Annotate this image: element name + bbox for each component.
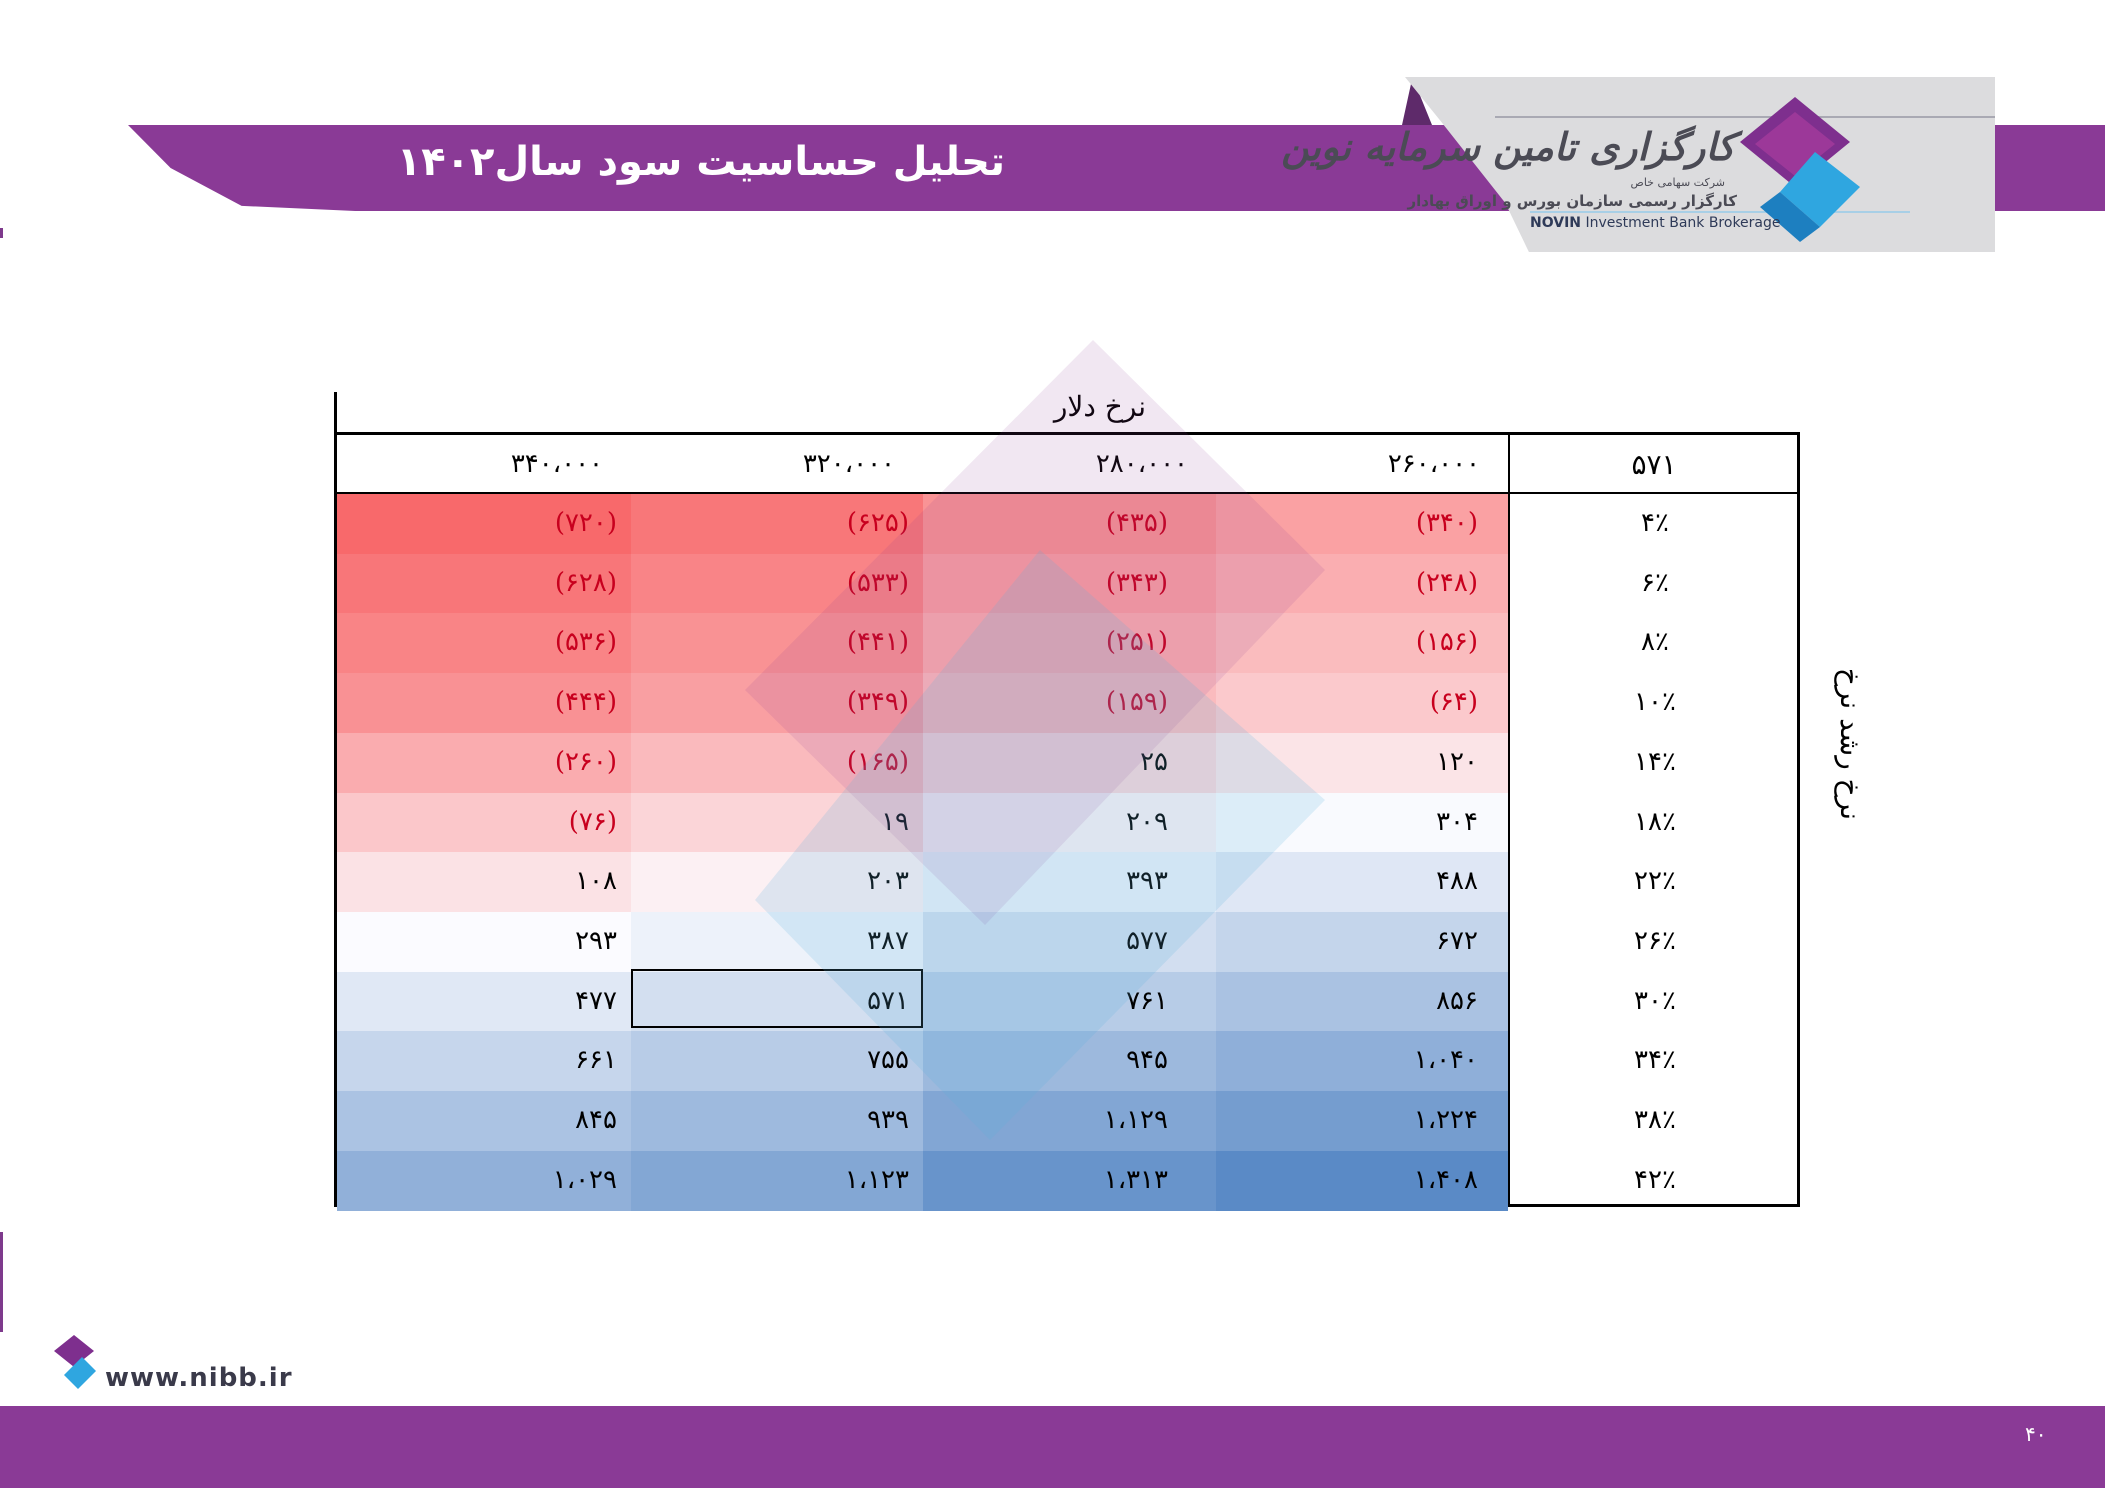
table-cell: ۹۴۵ — [923, 1031, 1216, 1092]
table-cell: (۳۴۳) — [923, 553, 1216, 614]
table-cell: (۲۵۱) — [923, 613, 1216, 674]
table-cell: ۱۹ — [631, 792, 923, 853]
table-cell: (۲۴۸) — [1216, 553, 1508, 614]
row-rate-label: ۳۸٪ — [1634, 1105, 1676, 1135]
table-cell: (۵۳۳) — [631, 553, 923, 614]
table-cell: (۲۶۰) — [337, 732, 631, 793]
table-header-divider — [334, 492, 1800, 494]
column-header: ۲۶۰،۰۰۰ — [1387, 449, 1480, 479]
table-cell: ۱،۰۲۹ — [337, 1150, 631, 1211]
table-cell: (۴۴۴) — [337, 673, 631, 734]
table-cell: ۱،۱۲۳ — [631, 1150, 923, 1211]
table-cell: ۸۵۶ — [1216, 971, 1508, 1032]
table-cell: ۱،۳۱۳ — [923, 1150, 1216, 1211]
table-cell: ۸۴۵ — [337, 1091, 631, 1152]
table-cell: ۹۳۹ — [631, 1091, 923, 1152]
row-rate-label: ۲۶٪ — [1634, 925, 1676, 956]
table-cell: (۱۶۵) — [631, 732, 923, 793]
footer-website-link[interactable]: www.nibb.ir — [105, 1363, 293, 1393]
table-cell: (۴۴۱) — [631, 613, 923, 674]
table-cell: ۲۵ — [923, 732, 1216, 793]
column-axis-label: نرخ دلار — [1053, 390, 1147, 423]
table-cell: (۱۵۹) — [923, 673, 1216, 734]
logo-english-bold: NOVIN — [1530, 215, 1582, 231]
table-corner-value: ۵۷۱ — [1631, 448, 1677, 481]
logo-english-name: NOVIN Investment Bank Brokerage — [1530, 215, 1781, 231]
title-band-right — [1985, 125, 2105, 211]
table-cell: ۳۰۴ — [1216, 792, 1508, 853]
table-cell: ۶۷۲ — [1216, 911, 1508, 973]
column-header: ۲۸۰،۰۰۰ — [1095, 449, 1188, 479]
table-cell: (۷۲۰) — [337, 494, 631, 555]
column-header: ۳۲۰،۰۰۰ — [802, 449, 895, 479]
footer-band — [0, 1406, 2105, 1488]
table-cell: ۷۶۱ — [923, 971, 1216, 1032]
table-cell: ۶۶۱ — [337, 1031, 631, 1092]
row-rate-label: ۸٪ — [1641, 627, 1669, 658]
table-cell: (۶۴) — [1216, 673, 1508, 734]
row-rate-label: ۴۲٪ — [1634, 1164, 1676, 1195]
table-cell: ۱،۲۲۴ — [1216, 1091, 1508, 1152]
row-rate-label: ۳۰٪ — [1634, 985, 1676, 1016]
row-rate-label: ۴٪ — [1641, 508, 1669, 538]
row-rate-label: ۱۴٪ — [1634, 746, 1676, 777]
edge-marker-top — [0, 228, 3, 238]
table-caption-bracket — [334, 392, 337, 434]
edge-marker-bottom — [0, 1232, 3, 1332]
logo-english-rest: Investment Bank Brokerage — [1581, 215, 1781, 231]
table-cell: ۱۰۸ — [337, 852, 631, 913]
logo-subtitle: کارگزار رسمی سازمان بورس و اوراق بهادار — [1407, 192, 1737, 210]
table-cell: (۳۴۹) — [631, 673, 923, 734]
table-cell: ۵۷۱ — [631, 971, 923, 1032]
table-cell: ۱،۱۲۹ — [923, 1091, 1216, 1152]
table-cell: ۲۰۹ — [923, 792, 1216, 853]
table-cell: (۱۵۶) — [1216, 613, 1508, 674]
logo-company-name: کارگزاری تامین سرمایه نوین — [1281, 124, 1735, 169]
table-cell: (۳۴۰) — [1216, 494, 1508, 555]
page-title: تحلیل حساسیت سود سال۱۴۰۲ — [396, 139, 1005, 185]
table-cell: (۴۳۵) — [923, 494, 1216, 555]
company-logo-icon — [1740, 97, 1860, 242]
footer-logo-icon — [54, 1335, 96, 1389]
table-cell: (۷۶) — [337, 792, 631, 853]
table-cell: (۵۳۶) — [337, 613, 631, 674]
table-cell: ۳۸۷ — [631, 911, 923, 973]
logo-divider — [1495, 116, 1995, 118]
table-cell: (۶۲۸) — [337, 553, 631, 614]
row-rate-label: ۳۴٪ — [1634, 1045, 1676, 1076]
row-rate-label: ۶٪ — [1641, 567, 1669, 598]
base-case-highlight — [631, 969, 923, 1028]
page-number: ۴۰ — [2025, 1422, 2047, 1446]
row-rate-label: ۱۸٪ — [1634, 806, 1676, 837]
table-cell: (۶۲۵) — [631, 494, 923, 555]
table-cell: ۵۷۷ — [923, 911, 1216, 973]
column-header: ۳۴۰،۰۰۰ — [510, 449, 603, 479]
table-row-label-divider — [1508, 432, 1510, 1207]
row-rate-label: ۲۲٪ — [1634, 866, 1676, 897]
row-rate-label: ۱۰٪ — [1634, 687, 1676, 718]
table-cell: ۷۵۵ — [631, 1031, 923, 1092]
table-cell: ۴۸۸ — [1216, 852, 1508, 913]
row-axis-label: نرخ رشد نرخ — [1834, 667, 1867, 820]
table-cell: ۲۹۳ — [337, 911, 631, 973]
table-cell: ۱،۴۰۸ — [1216, 1150, 1508, 1211]
table-cell: ۲۰۳ — [631, 852, 923, 913]
table-cell: ۴۷۷ — [337, 971, 631, 1032]
logo-company-type: شرکت سهامی خاص — [1630, 176, 1725, 189]
table-cell: ۳۹۳ — [923, 852, 1216, 913]
title-band — [128, 125, 1548, 211]
table-cell: ۱۲۰ — [1216, 732, 1508, 793]
logo-divider-blue — [1530, 211, 1910, 213]
table-cell: ۱،۰۴۰ — [1216, 1031, 1508, 1092]
